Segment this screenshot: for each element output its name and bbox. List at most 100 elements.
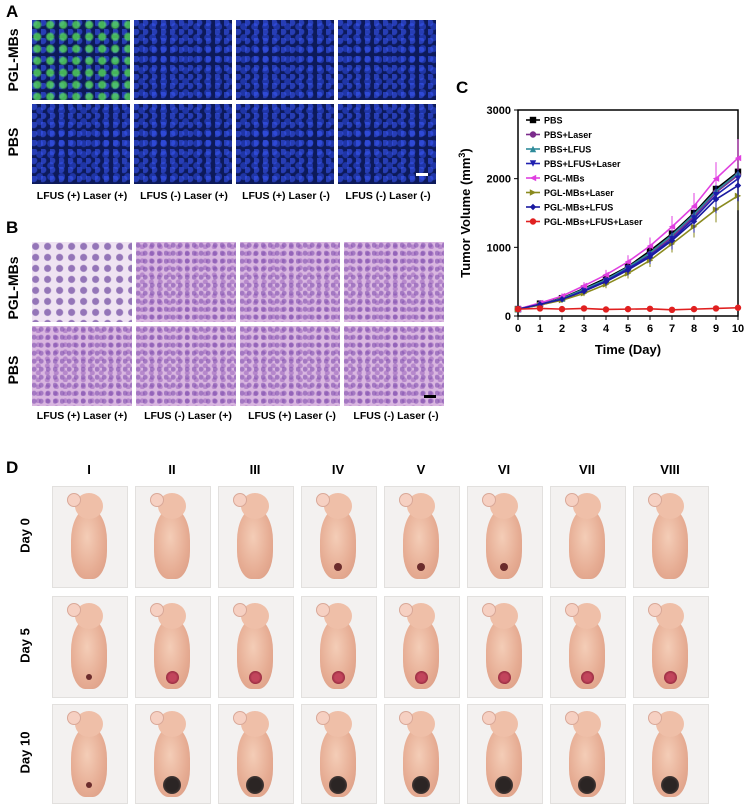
mouse-ear [233, 711, 247, 725]
panel-c-label: C [456, 78, 469, 97]
condition-label: LFUS (+) Laser (-) [242, 190, 330, 202]
panel-a-row-label-pgl: PGL-MBs [5, 28, 21, 92]
tumor [86, 674, 92, 680]
histology-image [32, 242, 132, 322]
mouse-photo [135, 486, 211, 588]
mouse-ear [648, 711, 662, 725]
mouse-photo [384, 704, 460, 804]
group-numeral: I [87, 462, 91, 477]
data-point [646, 242, 654, 250]
mouse-ear [648, 493, 662, 507]
mouse-ear [150, 711, 164, 725]
legend-marker [529, 145, 537, 153]
mouse-photo [52, 486, 128, 588]
data-point [690, 305, 698, 313]
histology-image [32, 326, 132, 406]
legend-marker [529, 174, 537, 182]
mouse-ear [316, 493, 330, 507]
histology-image [240, 242, 340, 322]
legend-label: PGL-MBs+Laser [544, 188, 614, 198]
data-point [668, 223, 676, 230]
mouse-ear [67, 493, 81, 507]
x-tick-label: 4 [603, 323, 610, 335]
tumor [414, 670, 428, 684]
data-point [624, 258, 632, 265]
mouse-photo [218, 596, 294, 698]
x-tick-label: 0 [515, 323, 521, 335]
day-label: Day 0 [17, 518, 33, 553]
x-tick-label: 9 [713, 323, 719, 335]
data-point [734, 304, 742, 311]
x-tick-label: 3 [581, 323, 587, 335]
data-point [646, 253, 654, 261]
mouse-ear [399, 711, 413, 725]
group-numeral: V [416, 462, 426, 477]
mouse-ear [482, 493, 496, 507]
condition-label: LFUS (+) Laser (-) [248, 410, 336, 422]
legend-marker [529, 189, 537, 196]
mouse-ear [399, 603, 413, 617]
x-tick-label: 7 [669, 323, 675, 335]
mouse-photo [135, 596, 211, 698]
mouse-photo [633, 486, 709, 588]
data-point [602, 271, 610, 278]
panel-b-label: B [6, 218, 19, 237]
data-point [580, 288, 588, 295]
mouse-body [237, 509, 273, 579]
tumor [580, 670, 594, 684]
legend-marker [529, 203, 537, 211]
fluorescence-image [338, 20, 436, 100]
data-point [580, 282, 588, 289]
tumor [578, 776, 596, 794]
data-point [734, 182, 742, 189]
tumor [246, 776, 264, 794]
mouse-ear [67, 711, 81, 725]
data-point [580, 305, 588, 312]
fluorescence-image [32, 104, 130, 184]
mouse-photo [467, 486, 543, 588]
series-line [517, 195, 739, 310]
tumor [661, 776, 679, 794]
legend-marker [529, 218, 537, 225]
tumor [163, 776, 181, 794]
x-tick-label: 8 [691, 323, 697, 335]
fluorescence-image [32, 20, 130, 100]
data-point [602, 278, 610, 285]
y-tick-label: 0 [505, 311, 511, 323]
mouse-ear [67, 603, 81, 617]
data-point [712, 196, 720, 203]
legend-label: PGL-MBs+LFUS+Laser [544, 217, 643, 227]
mouse-photo [467, 596, 543, 698]
fluorescence-image [338, 104, 436, 184]
mouse-ear [233, 493, 247, 507]
mouse-body [71, 509, 107, 579]
data-point [536, 305, 544, 312]
mouse-photo [301, 596, 377, 698]
legend-label: PBS [544, 116, 563, 126]
tumor [86, 782, 92, 788]
group-numeral: VIII [660, 462, 680, 477]
mouse-ear [316, 711, 330, 725]
mouse-ear [482, 711, 496, 725]
legend-label: PBS+Laser [544, 130, 592, 140]
legend-label: PGL-MBs [544, 174, 585, 184]
histology-image [240, 326, 340, 406]
condition-label: LFUS (+) Laser (+) [36, 410, 128, 422]
panel-d-label: D [6, 458, 19, 477]
mouse-ear [565, 711, 579, 725]
mouse-ear [150, 603, 164, 617]
mouse-photo [135, 704, 211, 804]
legend-label: PBS+LFUS [544, 145, 591, 155]
tumor [500, 563, 508, 571]
mouse-ear [565, 603, 579, 617]
mouse-photo [218, 704, 294, 804]
group-numeral: II [168, 462, 176, 477]
mouse-ear [150, 493, 164, 507]
group-numeral: VII [579, 462, 595, 477]
data-point [668, 237, 676, 244]
data-point [668, 306, 676, 314]
histology-image [136, 242, 236, 322]
y-axis-label: Tumor Volume (mm3) [457, 148, 473, 278]
panel-a-label: A [6, 2, 19, 21]
panel-b-row-label-pbs: PBS [5, 355, 21, 385]
